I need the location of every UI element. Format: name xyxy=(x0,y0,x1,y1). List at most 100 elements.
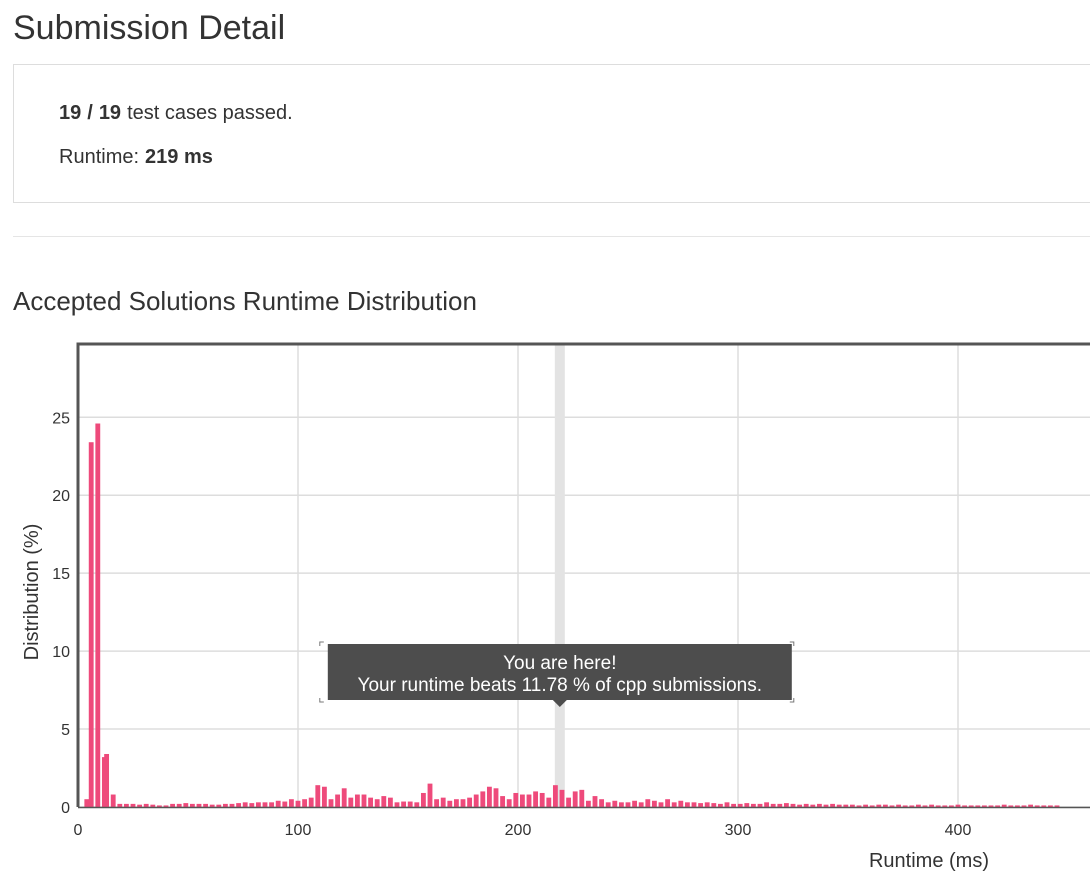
bar xyxy=(896,804,902,807)
bar xyxy=(539,792,545,807)
y-tick-label: 0 xyxy=(61,800,70,817)
bar xyxy=(757,803,763,807)
bar xyxy=(275,800,281,807)
separator: / xyxy=(87,102,93,124)
bar xyxy=(328,799,334,807)
bar xyxy=(394,802,400,807)
bar xyxy=(110,794,116,807)
bar xyxy=(249,803,255,807)
bar xyxy=(104,753,110,807)
bar xyxy=(546,797,552,807)
bar xyxy=(797,804,803,807)
bar xyxy=(183,803,189,807)
bar xyxy=(599,799,605,807)
bar xyxy=(724,802,730,807)
bar xyxy=(737,803,743,807)
tooltip-corner xyxy=(789,698,795,703)
bar xyxy=(605,802,611,807)
bar xyxy=(612,800,618,807)
tooltip-corner xyxy=(789,641,795,646)
bar xyxy=(731,803,737,807)
bar xyxy=(526,794,532,807)
tooltip-corner xyxy=(319,698,324,703)
bar xyxy=(420,792,426,807)
bar xyxy=(559,789,565,807)
bar xyxy=(1034,805,1040,807)
bar xyxy=(684,802,690,807)
bar xyxy=(618,802,624,807)
bar xyxy=(467,797,473,807)
y-tick-label: 15 xyxy=(52,566,70,583)
bar xyxy=(645,799,651,807)
bar xyxy=(308,797,314,807)
y-tick-label: 5 xyxy=(61,722,70,739)
bar xyxy=(625,802,631,807)
bar xyxy=(638,802,644,807)
bar xyxy=(1047,805,1053,807)
chart-title: Accepted Solutions Runtime Distribution xyxy=(13,286,477,316)
bar xyxy=(704,802,710,807)
tooltip-text: Your runtime beats 11.78 % of cpp submis… xyxy=(358,675,763,696)
bar xyxy=(717,803,723,807)
bar xyxy=(816,803,822,807)
bar xyxy=(698,803,704,807)
plot: 0 5 10 15 20 25 0 100 200 300 400 You are here!Your… xyxy=(52,342,1090,839)
bar xyxy=(229,803,235,807)
bar xyxy=(216,804,222,807)
bar xyxy=(678,800,684,807)
runtime-value: 219 ms xyxy=(145,146,213,168)
bar xyxy=(810,804,816,807)
x-axis-label: Runtime (ms) xyxy=(869,850,989,872)
bar xyxy=(955,804,961,807)
bar xyxy=(836,804,842,807)
bar xyxy=(321,786,327,807)
bar xyxy=(453,799,459,807)
bar xyxy=(354,794,360,807)
x-tick-label: 100 xyxy=(285,822,312,839)
bar xyxy=(882,804,888,807)
bar xyxy=(156,805,162,807)
bar xyxy=(262,802,268,807)
bar xyxy=(1001,804,1007,807)
bar xyxy=(123,803,129,807)
page-title: Submission Detail xyxy=(13,9,285,47)
bar xyxy=(889,805,895,807)
bar xyxy=(315,785,321,807)
bar xyxy=(711,803,717,807)
bar xyxy=(902,805,908,807)
bar xyxy=(658,802,664,807)
bar xyxy=(968,805,974,807)
passed-text: test cases passed. xyxy=(127,102,293,124)
bar xyxy=(500,796,506,807)
bar xyxy=(665,799,671,807)
bar xyxy=(915,804,921,807)
bar xyxy=(236,803,242,807)
bar xyxy=(777,803,783,807)
bar xyxy=(196,803,202,807)
bar xyxy=(150,804,156,807)
bar xyxy=(519,794,525,807)
bar xyxy=(783,803,789,807)
bar xyxy=(203,803,209,807)
bar xyxy=(348,797,354,807)
bar xyxy=(876,804,882,807)
bar xyxy=(988,805,994,807)
bar xyxy=(1041,805,1047,807)
bar xyxy=(407,801,413,807)
bar xyxy=(632,800,638,807)
bar xyxy=(975,805,981,807)
bar xyxy=(143,803,149,807)
bar xyxy=(255,802,261,807)
x-tick-label: 200 xyxy=(505,822,532,839)
total-count: 19 xyxy=(99,102,121,124)
bar xyxy=(935,805,941,807)
bar xyxy=(843,804,849,807)
y-axis-label: Distribution (%) xyxy=(21,524,43,661)
bar xyxy=(401,801,407,807)
tooltip: You are here!Your runtime beats 11.78 % … xyxy=(319,641,795,707)
bar xyxy=(750,803,756,807)
bar xyxy=(381,796,387,807)
bar xyxy=(909,805,915,807)
highlight-band xyxy=(554,344,565,807)
